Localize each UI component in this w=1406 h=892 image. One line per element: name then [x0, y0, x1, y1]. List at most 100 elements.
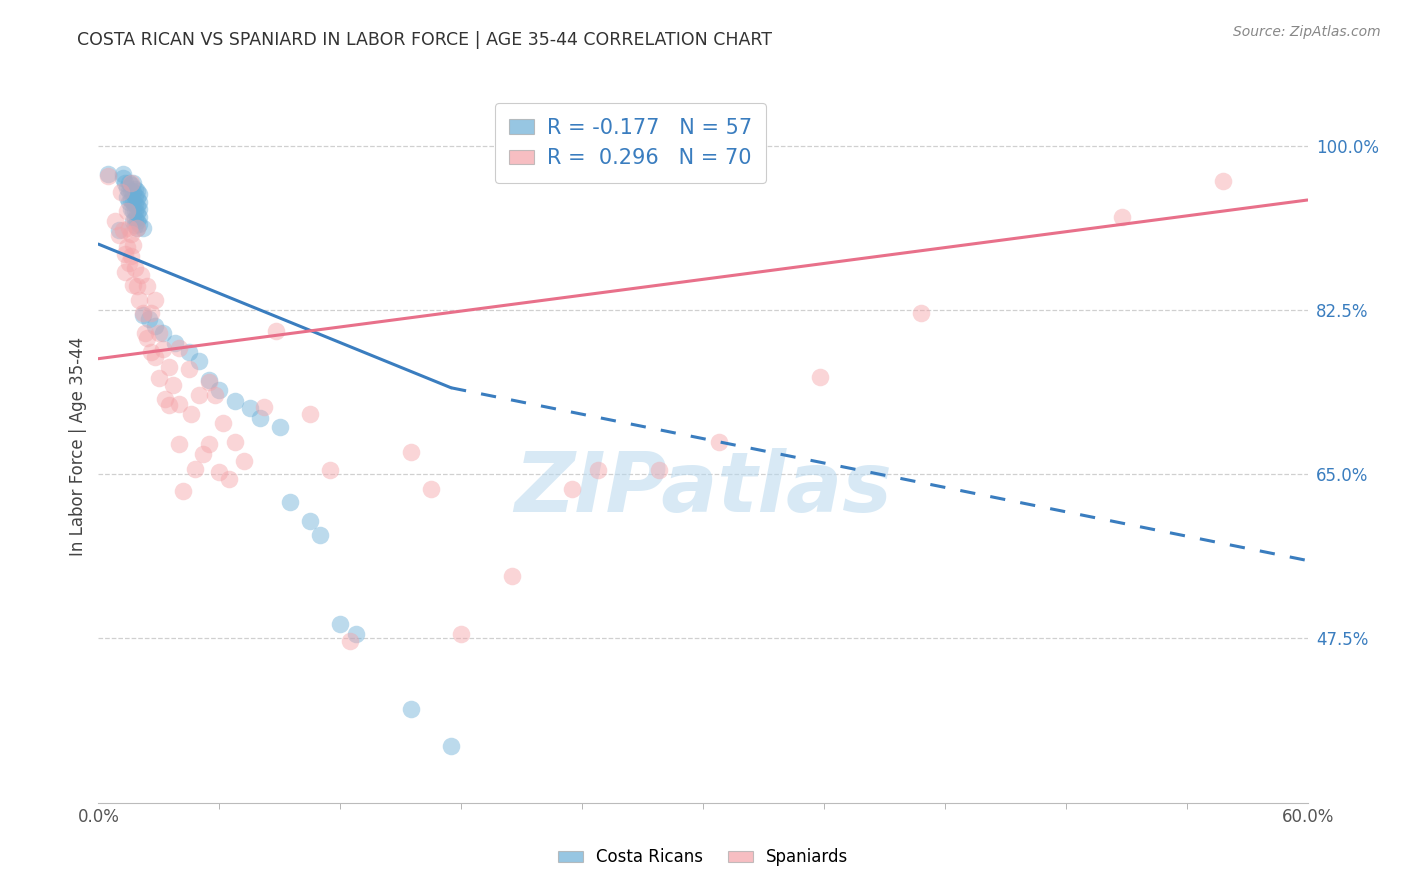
Point — [344, 627, 367, 641]
Point — [501, 568, 523, 582]
Point — [249, 410, 271, 425]
Point — [129, 268, 152, 282]
Point — [204, 388, 226, 402]
Point — [299, 514, 322, 528]
Point — [264, 325, 287, 339]
Point — [97, 167, 120, 181]
Point — [114, 265, 136, 279]
Point — [138, 312, 160, 326]
Point — [143, 293, 166, 308]
Point — [128, 218, 150, 232]
Point — [172, 484, 194, 499]
Legend: R = -0.177   N = 57, R =  0.296   N = 70: R = -0.177 N = 57, R = 0.296 N = 70 — [495, 103, 766, 183]
Legend: Costa Ricans, Spaniards: Costa Ricans, Spaniards — [551, 842, 855, 873]
Point — [115, 240, 138, 254]
Point — [103, 213, 125, 227]
Point — [193, 446, 215, 460]
Point — [118, 184, 141, 198]
Point — [124, 211, 146, 226]
Point — [121, 238, 143, 252]
Point — [107, 227, 129, 242]
Point — [128, 293, 150, 307]
Point — [143, 350, 166, 364]
Point — [647, 463, 669, 477]
Point — [212, 417, 235, 431]
Point — [319, 463, 342, 477]
Point — [124, 260, 146, 275]
Point — [180, 407, 202, 421]
Point — [239, 401, 262, 416]
Point — [707, 435, 730, 450]
Point — [125, 191, 148, 205]
Point — [120, 176, 142, 190]
Point — [1212, 174, 1234, 188]
Point — [111, 171, 134, 186]
Point — [128, 194, 150, 209]
Point — [118, 256, 141, 270]
Point — [125, 213, 148, 227]
Point — [107, 223, 129, 237]
Point — [329, 617, 352, 632]
Point — [115, 204, 138, 219]
Point — [120, 249, 142, 263]
Point — [120, 202, 142, 217]
Point — [125, 199, 148, 213]
Point — [188, 388, 211, 402]
Point — [450, 627, 472, 641]
Text: COSTA RICAN VS SPANIARD IN LABOR FORCE | AGE 35-44 CORRELATION CHART: COSTA RICAN VS SPANIARD IN LABOR FORCE |… — [77, 31, 772, 49]
Point — [208, 383, 231, 397]
Point — [124, 196, 146, 211]
Point — [198, 373, 221, 387]
Point — [232, 454, 254, 468]
Point — [399, 702, 422, 716]
Point — [115, 190, 138, 204]
Point — [128, 210, 150, 224]
Point — [148, 326, 170, 341]
Point — [135, 279, 157, 293]
Point — [152, 326, 174, 341]
Point — [125, 184, 148, 198]
Point — [167, 437, 190, 451]
Point — [97, 169, 120, 183]
Point — [125, 279, 148, 293]
Point — [118, 176, 141, 190]
Point — [339, 634, 361, 648]
Point — [299, 407, 322, 421]
Point — [157, 360, 180, 375]
Y-axis label: In Labor Force | Age 35-44: In Labor Force | Age 35-44 — [69, 336, 87, 556]
Point — [910, 306, 932, 320]
Point — [132, 306, 155, 320]
Point — [440, 739, 463, 754]
Point — [148, 371, 170, 385]
Point — [184, 462, 207, 476]
Point — [120, 227, 142, 241]
Point — [152, 343, 174, 357]
Point — [111, 223, 134, 237]
Point — [124, 204, 146, 219]
Point — [309, 528, 332, 542]
Point — [167, 342, 190, 356]
Point — [808, 369, 831, 384]
Point — [143, 318, 166, 333]
Point — [188, 354, 211, 368]
Text: Source: ZipAtlas.com: Source: ZipAtlas.com — [1233, 25, 1381, 39]
Point — [139, 345, 162, 359]
Point — [124, 189, 146, 203]
Point — [135, 331, 157, 345]
Point — [120, 178, 142, 192]
Point — [179, 362, 201, 376]
Point — [1111, 210, 1133, 224]
Point — [121, 194, 143, 209]
Point — [121, 176, 143, 190]
Point — [420, 482, 443, 496]
Point — [124, 182, 146, 196]
Point — [224, 435, 246, 450]
Point — [111, 167, 134, 181]
Point — [121, 204, 143, 219]
Point — [120, 193, 142, 207]
Point — [132, 308, 155, 322]
Point — [157, 398, 180, 412]
Point — [179, 345, 201, 359]
Point — [134, 326, 156, 341]
Point — [132, 221, 155, 235]
